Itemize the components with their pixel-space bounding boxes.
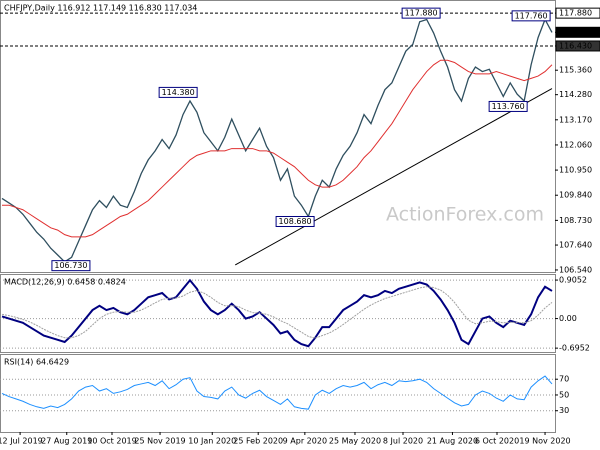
annotation-box [511, 10, 551, 22]
y-tick-label: 106.540 [559, 265, 592, 274]
series-line [2, 59, 553, 238]
x-tick-label: 8 Jul 2020 [383, 437, 423, 446]
panel-frame [0, 0, 556, 273]
panel-title: CHFJPY,Daily 116.912 117.149 116.830 117… [4, 4, 197, 13]
y-tick-label: 117.880 [559, 9, 592, 18]
annotation-box [275, 215, 315, 227]
series-line [1, 375, 553, 410]
annotation-box [488, 100, 528, 112]
panel-title: MACD(12,26,9) 0.6458 0.4824 [4, 278, 126, 287]
annotation-box [51, 260, 91, 272]
annotation-label: 113.760 [492, 102, 525, 111]
x-tick-label: 25 Feb 2020 [233, 437, 283, 446]
x-tick-label: 25 Nov 2019 [134, 437, 185, 446]
y-tick-label: 70 [559, 375, 569, 384]
annotation-label: 108.680 [279, 217, 312, 226]
y-tick-label: 112.060 [559, 140, 592, 149]
y-tick-label: 114.280 [559, 90, 592, 99]
panel-frame [0, 274, 556, 353]
panel-frame [0, 354, 556, 433]
y-tick-label: 0.9052 [559, 276, 587, 285]
price-label-box [555, 7, 600, 19]
x-tick-label: 25 May 2020 [329, 437, 381, 446]
y-tick-label: 110.950 [559, 166, 592, 175]
annotation-label: 106.730 [54, 261, 87, 270]
annotation-label: 117.880 [405, 9, 438, 18]
y-tick-label: 30 [559, 406, 569, 415]
annotation-label: 117.760 [515, 11, 548, 20]
x-tick-label: 19 Nov 2020 [519, 437, 570, 446]
x-tick-label: 9 Apr 2020 [283, 437, 327, 446]
y-tick-label: 107.640 [559, 241, 592, 250]
x-tick-label: 27 Aug 2019 [41, 437, 92, 446]
y-tick-label: 108.730 [559, 216, 592, 225]
annotation-box [158, 86, 198, 98]
y-tick-label: 117.034 [559, 28, 592, 37]
y-tick-label: 0.00 [559, 314, 577, 323]
x-tick-label: 12 Jul 2019 [0, 437, 43, 446]
x-tick-label: 6 Oct 2020 [475, 437, 519, 446]
series-line [1, 278, 553, 348]
y-tick-label: 50 [559, 390, 569, 399]
panel-title: RSI(14) 64.6429 [4, 358, 69, 367]
series-line [1, 17, 553, 263]
series-line [1, 286, 553, 339]
watermark: ActionForex.com [386, 204, 544, 226]
y-tick-label: 116.430 [559, 41, 592, 50]
y-tick-label: 115.360 [559, 66, 592, 75]
x-tick-label: 10 Jan 2020 [188, 437, 236, 446]
price-label-box [555, 26, 600, 38]
annotation-label: 114.380 [162, 88, 195, 97]
x-tick-label: 21 Aug 2020 [427, 437, 478, 446]
y-tick-label: -0.6952 [559, 344, 590, 353]
price-label-box [555, 40, 600, 52]
x-tick-label: 10 Oct 2019 [87, 437, 136, 446]
y-tick-label: 109.840 [559, 191, 592, 200]
y-tick-label: 113.170 [559, 115, 592, 124]
trendline [234, 88, 553, 266]
annotation-box [401, 7, 441, 19]
